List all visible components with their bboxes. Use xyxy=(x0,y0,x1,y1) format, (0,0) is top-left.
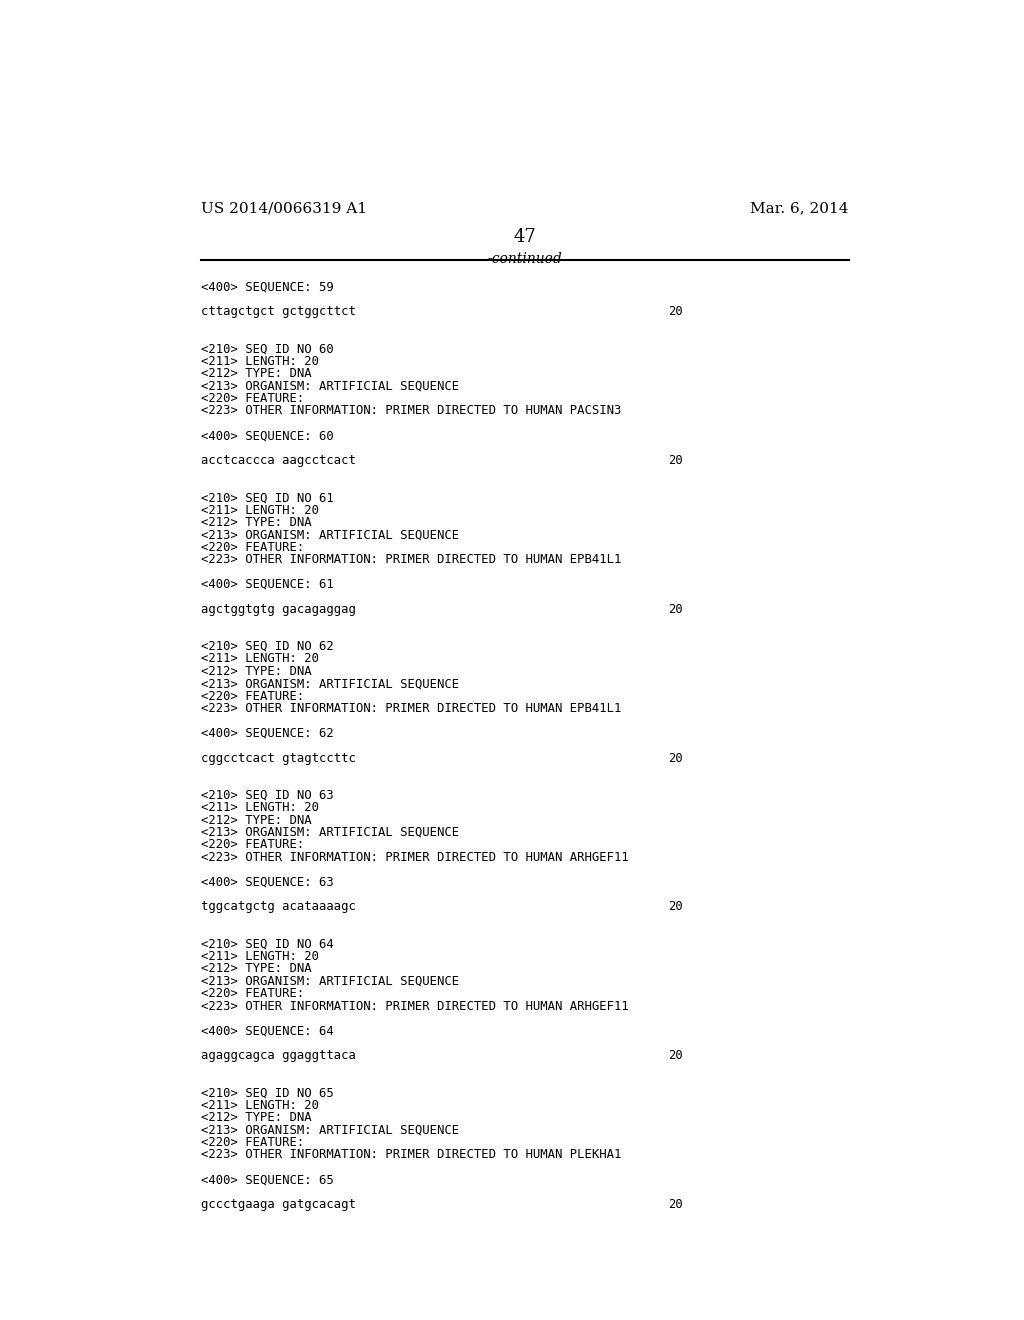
Text: <211> LENGTH: 20: <211> LENGTH: 20 xyxy=(201,652,319,665)
Text: 47: 47 xyxy=(513,227,537,246)
Text: agaggcagca ggaggttaca: agaggcagca ggaggttaca xyxy=(201,1049,356,1063)
Text: <210> SEQ ID NO 60: <210> SEQ ID NO 60 xyxy=(201,342,334,355)
Text: <211> LENGTH: 20: <211> LENGTH: 20 xyxy=(201,950,319,964)
Text: <223> OTHER INFORMATION: PRIMER DIRECTED TO HUMAN ARHGEF11: <223> OTHER INFORMATION: PRIMER DIRECTED… xyxy=(201,999,629,1012)
Text: tggcatgctg acataaaagc: tggcatgctg acataaaagc xyxy=(201,900,356,913)
Text: <210> SEQ ID NO 61: <210> SEQ ID NO 61 xyxy=(201,491,334,504)
Text: <210> SEQ ID NO 65: <210> SEQ ID NO 65 xyxy=(201,1086,334,1100)
Text: <400> SEQUENCE: 61: <400> SEQUENCE: 61 xyxy=(201,578,334,591)
Text: <220> FEATURE:: <220> FEATURE: xyxy=(201,689,304,702)
Text: cttagctgct gctggcttct: cttagctgct gctggcttct xyxy=(201,305,356,318)
Text: <223> OTHER INFORMATION: PRIMER DIRECTED TO HUMAN PACSIN3: <223> OTHER INFORMATION: PRIMER DIRECTED… xyxy=(201,404,622,417)
Text: <211> LENGTH: 20: <211> LENGTH: 20 xyxy=(201,1098,319,1111)
Text: <223> OTHER INFORMATION: PRIMER DIRECTED TO HUMAN ARHGEF11: <223> OTHER INFORMATION: PRIMER DIRECTED… xyxy=(201,851,629,863)
Text: 20: 20 xyxy=(668,305,682,318)
Text: 20: 20 xyxy=(668,603,682,615)
Text: <211> LENGTH: 20: <211> LENGTH: 20 xyxy=(201,801,319,814)
Text: 20: 20 xyxy=(668,751,682,764)
Text: <213> ORGANISM: ARTIFICIAL SEQUENCE: <213> ORGANISM: ARTIFICIAL SEQUENCE xyxy=(201,1123,459,1137)
Text: <212> TYPE: DNA: <212> TYPE: DNA xyxy=(201,962,311,975)
Text: <212> TYPE: DNA: <212> TYPE: DNA xyxy=(201,367,311,380)
Text: <211> LENGTH: 20: <211> LENGTH: 20 xyxy=(201,355,319,368)
Text: <400> SEQUENCE: 60: <400> SEQUENCE: 60 xyxy=(201,429,334,442)
Text: <220> FEATURE:: <220> FEATURE: xyxy=(201,392,304,405)
Text: <220> FEATURE:: <220> FEATURE: xyxy=(201,987,304,1001)
Text: US 2014/0066319 A1: US 2014/0066319 A1 xyxy=(201,201,367,215)
Text: <220> FEATURE:: <220> FEATURE: xyxy=(201,541,304,554)
Text: <213> ORGANISM: ARTIFICIAL SEQUENCE: <213> ORGANISM: ARTIFICIAL SEQUENCE xyxy=(201,677,459,690)
Text: <212> TYPE: DNA: <212> TYPE: DNA xyxy=(201,665,311,677)
Text: agctggtgtg gacagaggag: agctggtgtg gacagaggag xyxy=(201,603,356,615)
Text: gccctgaaga gatgcacagt: gccctgaaga gatgcacagt xyxy=(201,1199,356,1210)
Text: -continued: -continued xyxy=(487,252,562,267)
Text: <213> ORGANISM: ARTIFICIAL SEQUENCE: <213> ORGANISM: ARTIFICIAL SEQUENCE xyxy=(201,528,459,541)
Text: cggcctcact gtagtccttc: cggcctcact gtagtccttc xyxy=(201,751,356,764)
Text: <212> TYPE: DNA: <212> TYPE: DNA xyxy=(201,516,311,529)
Text: <400> SEQUENCE: 59: <400> SEQUENCE: 59 xyxy=(201,280,334,293)
Text: 20: 20 xyxy=(668,1049,682,1063)
Text: <210> SEQ ID NO 64: <210> SEQ ID NO 64 xyxy=(201,937,334,950)
Text: <400> SEQUENCE: 63: <400> SEQUENCE: 63 xyxy=(201,875,334,888)
Text: <223> OTHER INFORMATION: PRIMER DIRECTED TO HUMAN EPB41L1: <223> OTHER INFORMATION: PRIMER DIRECTED… xyxy=(201,702,622,715)
Text: Mar. 6, 2014: Mar. 6, 2014 xyxy=(751,201,849,215)
Text: 20: 20 xyxy=(668,1199,682,1210)
Text: <212> TYPE: DNA: <212> TYPE: DNA xyxy=(201,813,311,826)
Text: 20: 20 xyxy=(668,454,682,467)
Text: <220> FEATURE:: <220> FEATURE: xyxy=(201,1137,304,1148)
Text: <213> ORGANISM: ARTIFICIAL SEQUENCE: <213> ORGANISM: ARTIFICIAL SEQUENCE xyxy=(201,826,459,840)
Text: <211> LENGTH: 20: <211> LENGTH: 20 xyxy=(201,503,319,516)
Text: <213> ORGANISM: ARTIFICIAL SEQUENCE: <213> ORGANISM: ARTIFICIAL SEQUENCE xyxy=(201,380,459,392)
Text: 20: 20 xyxy=(668,900,682,913)
Text: <210> SEQ ID NO 62: <210> SEQ ID NO 62 xyxy=(201,640,334,653)
Text: <220> FEATURE:: <220> FEATURE: xyxy=(201,838,304,851)
Text: <210> SEQ ID NO 63: <210> SEQ ID NO 63 xyxy=(201,789,334,801)
Text: <223> OTHER INFORMATION: PRIMER DIRECTED TO HUMAN EPB41L1: <223> OTHER INFORMATION: PRIMER DIRECTED… xyxy=(201,553,622,566)
Text: <213> ORGANISM: ARTIFICIAL SEQUENCE: <213> ORGANISM: ARTIFICIAL SEQUENCE xyxy=(201,974,459,987)
Text: <400> SEQUENCE: 65: <400> SEQUENCE: 65 xyxy=(201,1173,334,1187)
Text: <223> OTHER INFORMATION: PRIMER DIRECTED TO HUMAN PLEKHA1: <223> OTHER INFORMATION: PRIMER DIRECTED… xyxy=(201,1148,622,1162)
Text: <212> TYPE: DNA: <212> TYPE: DNA xyxy=(201,1111,311,1125)
Text: acctcaccca aagcctcact: acctcaccca aagcctcact xyxy=(201,454,356,467)
Text: <400> SEQUENCE: 64: <400> SEQUENCE: 64 xyxy=(201,1024,334,1038)
Text: <400> SEQUENCE: 62: <400> SEQUENCE: 62 xyxy=(201,727,334,739)
